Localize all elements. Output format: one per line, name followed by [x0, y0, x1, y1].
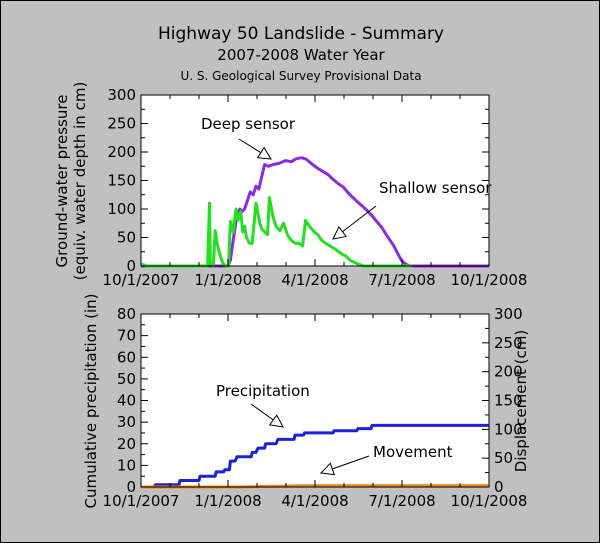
- y-tick-label: 60: [117, 348, 136, 366]
- plot-area: [141, 95, 489, 266]
- annotation-shallow-sensor: Shallow sensor: [379, 179, 492, 197]
- y-tick-label: 80: [117, 305, 136, 323]
- annotation-deep-sensor: Deep sensor: [201, 115, 296, 133]
- y2-tick-label: 150: [494, 392, 523, 410]
- y-tick-label: 200: [107, 143, 136, 161]
- y-axis-label: Cumulative precipitation (in): [82, 293, 100, 508]
- y-tick-label: 300: [107, 86, 136, 104]
- x-tick-label: 4/1/2008: [281, 492, 348, 510]
- y-axis-label: (equiv. water depth in cm): [71, 82, 89, 281]
- x-tick-label: 7/1/2008: [368, 492, 435, 510]
- y2-tick-label: 0: [494, 478, 504, 496]
- plot-area: [141, 314, 489, 487]
- y-tick-label: 0: [126, 478, 136, 496]
- figure-subtitle: 2007-2008 Water Year: [217, 46, 385, 64]
- y-tick-label: 0: [126, 257, 136, 275]
- x-tick-label: 4/1/2008: [281, 271, 348, 289]
- y2-tick-label: 250: [494, 334, 523, 352]
- y-tick-label: 250: [107, 115, 136, 133]
- y-tick-label: 10: [117, 456, 136, 474]
- annotation-precipitation-arrowhead: [268, 414, 284, 428]
- y2-tick-label: 200: [494, 363, 523, 381]
- y-tick-label: 150: [107, 172, 136, 190]
- series-line-precipitation: [141, 423, 489, 489]
- y-tick-label: 20: [117, 435, 136, 453]
- figure-source: U. S. Geological Survey Provisional Data: [180, 69, 421, 83]
- y2-tick-label: 100: [494, 420, 523, 438]
- x-tick-label: 1/1/2008: [194, 492, 261, 510]
- y-axis-label: Ground-water pressure: [53, 95, 71, 268]
- groundwater-chart: 10/1/2007 1/1/2008 4/1/2008 7/1/2008 10/1/20…: [53, 82, 527, 289]
- y-tick-label: 50: [117, 370, 136, 388]
- y-tick-label: 70: [117, 327, 136, 345]
- x-tick-label: 7/1/2008: [368, 271, 435, 289]
- x-tick-label: 10/1/2008: [451, 271, 528, 289]
- y2-tick-label: 50: [494, 449, 513, 467]
- annotation-deep-sensor-arrowhead: [256, 146, 272, 160]
- y-tick-label: 40: [117, 392, 136, 410]
- annotation-movement: Movement: [373, 443, 453, 461]
- x-tick-label: 10/1/2008: [451, 492, 528, 510]
- annotation-movement-arrowhead: [319, 462, 336, 476]
- y-tick-label: 30: [117, 413, 136, 431]
- x-tick-label: 10/1/2007: [103, 271, 180, 289]
- y2-axis-label: Displacement (cm): [512, 330, 530, 472]
- y-tick-label: 100: [107, 200, 136, 218]
- precipitation-displacement-chart: 10/1/2007 1/1/2008 4/1/2008 7/1/2008 10/1/20…: [82, 293, 530, 510]
- x-tick-label: 10/1/2007: [103, 492, 180, 510]
- y2-tick-label: 300: [494, 305, 523, 323]
- annotation-precipitation: Precipitation: [216, 382, 310, 400]
- x-tick-label: 1/1/2008: [194, 271, 261, 289]
- series-line-shallow-sensor: [140, 196, 412, 268]
- annotation-shallow-sensor-arrowhead: [332, 225, 348, 240]
- figure-title: Highway 50 Landslide - Summary: [158, 24, 444, 44]
- y-tick-label: 50: [117, 229, 136, 247]
